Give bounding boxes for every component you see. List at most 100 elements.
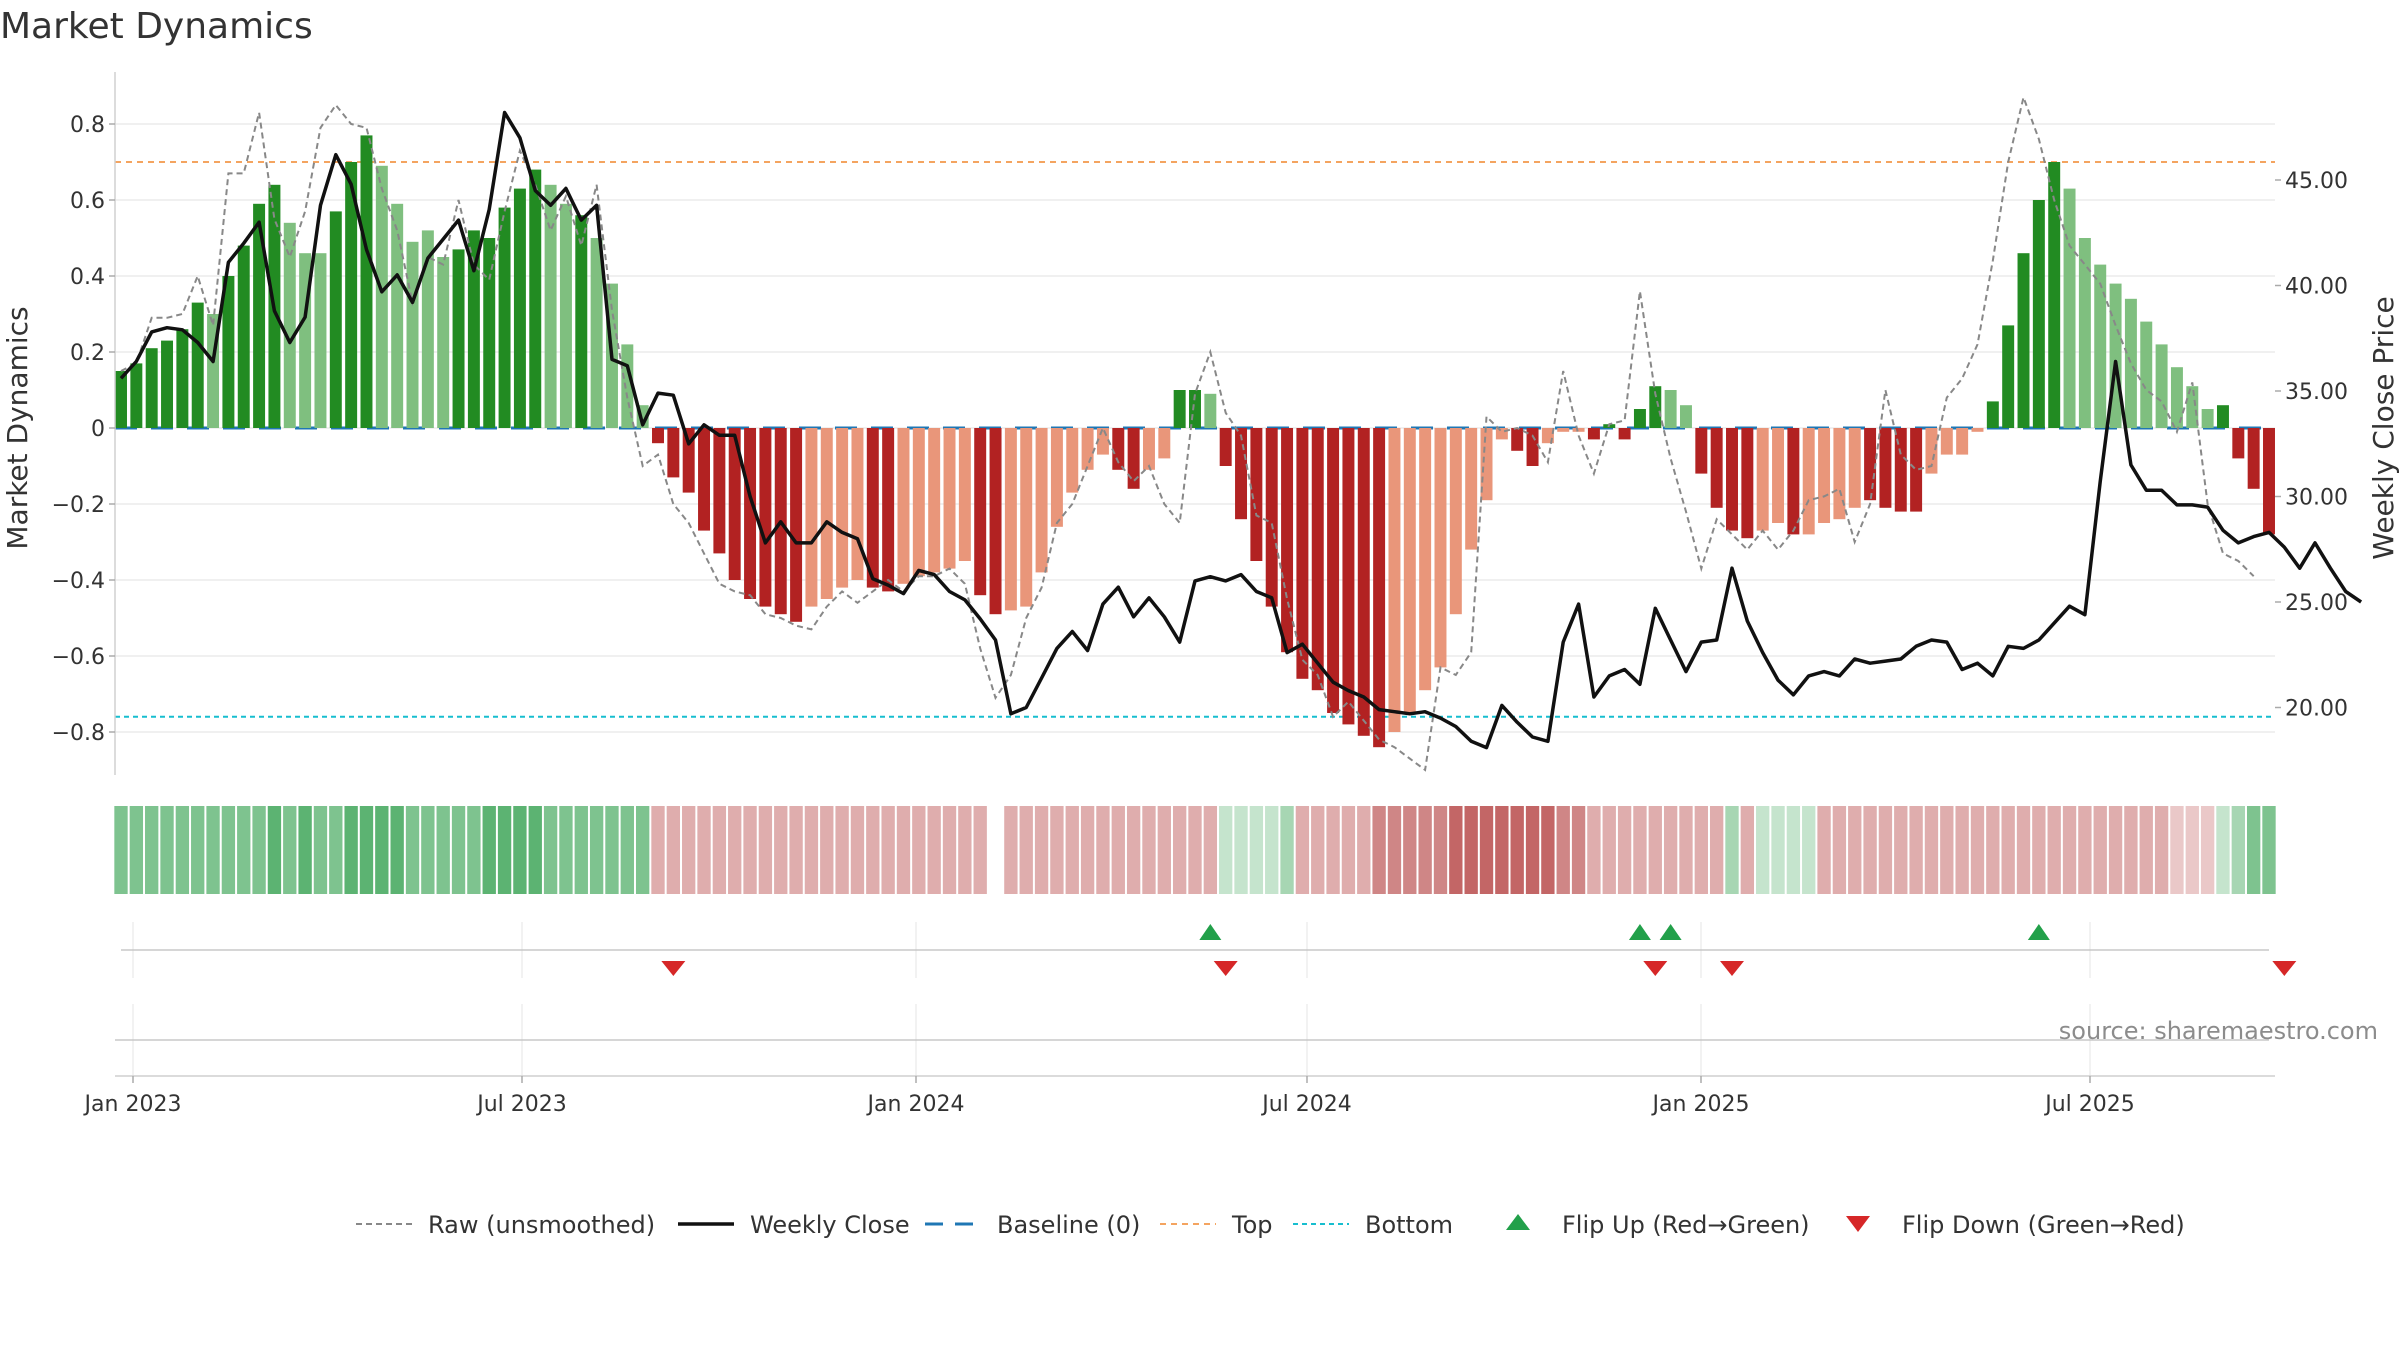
heat-cell bbox=[2246, 806, 2261, 894]
source-note: source: sharemaestro.com bbox=[2059, 1017, 2378, 1045]
heat-cell bbox=[1034, 806, 1049, 894]
dynamics-bar bbox=[1664, 390, 1677, 428]
heat-cell bbox=[1786, 806, 1801, 894]
dynamics-bar bbox=[2048, 162, 2061, 428]
heat-cell bbox=[1571, 806, 1586, 894]
legend-item-close: Weekly Close bbox=[678, 1211, 910, 1239]
dynamics-bar bbox=[912, 428, 925, 577]
dynamics-bar bbox=[1050, 428, 1063, 527]
dynamics-bar bbox=[636, 405, 649, 428]
legend-label: Flip Up (Red→Green) bbox=[1562, 1211, 1810, 1239]
legend-item-flip-up: Flip Up (Red→Green) bbox=[1506, 1211, 1810, 1239]
dynamics-bar bbox=[2109, 283, 2122, 428]
heat-cell bbox=[1909, 806, 1923, 894]
heat-cell bbox=[1756, 806, 1770, 894]
heat-cell bbox=[605, 806, 619, 894]
dynamics-bar bbox=[222, 276, 235, 428]
dynamics-bar bbox=[667, 428, 680, 478]
dynamics-bar bbox=[391, 203, 404, 428]
heat-cell bbox=[1970, 806, 1985, 894]
y2-tick-label: 25.00 bbox=[2285, 591, 2348, 616]
y-tick-label: 0.8 bbox=[70, 113, 105, 138]
dynamics-bar bbox=[928, 428, 941, 573]
dynamics-bar bbox=[958, 428, 971, 561]
dynamics-bar bbox=[1281, 428, 1294, 653]
y-axis-label: Market Dynamics bbox=[1, 306, 34, 549]
dynamics-bar bbox=[1956, 428, 1969, 455]
dynamics-bar bbox=[1480, 428, 1493, 501]
dynamics-bar bbox=[882, 428, 895, 592]
heat-cell bbox=[1142, 806, 1156, 894]
heat-cell bbox=[375, 806, 389, 894]
heat-cell bbox=[1357, 806, 1371, 894]
dynamics-bar bbox=[1189, 390, 1201, 428]
heat-cell bbox=[1433, 806, 1448, 894]
heat-cell bbox=[682, 806, 696, 894]
price-lines bbox=[119, 93, 2363, 772]
heat-cell bbox=[1219, 806, 1233, 894]
dynamics-bar bbox=[1879, 428, 1892, 508]
flip-down-marker bbox=[2272, 961, 2297, 976]
dynamics-bar bbox=[1004, 428, 1017, 611]
dynamics-bar bbox=[559, 203, 572, 428]
heat-cell bbox=[896, 806, 911, 894]
heat-cell bbox=[2124, 806, 2138, 894]
heat-cell bbox=[1602, 806, 1616, 894]
dynamics-bar bbox=[191, 302, 204, 428]
y2-tick-label: 40.00 bbox=[2285, 275, 2348, 300]
heat-cell bbox=[2093, 806, 2107, 894]
heat-cell bbox=[1924, 806, 1939, 894]
y2-tick-label: 30.00 bbox=[2285, 486, 2348, 511]
y-tick-label: −0.6 bbox=[52, 645, 105, 670]
dynamics-bar bbox=[820, 428, 833, 599]
heat-cell bbox=[1479, 806, 1494, 894]
dynamics-bar bbox=[2002, 325, 2015, 428]
heat-cell bbox=[1249, 806, 1264, 894]
flip-down-marker bbox=[661, 961, 686, 976]
dynamics-bar bbox=[1142, 428, 1155, 470]
x-axis: Jan 2023 Jul 2023 Jan 2024 Jul 2024 Jan 2025… bbox=[83, 1075, 2275, 1117]
heat-cell bbox=[129, 806, 144, 894]
heat-cell bbox=[1311, 806, 1325, 894]
x-tick-label: Jul 2025 bbox=[2043, 1092, 2135, 1117]
dynamics-bars bbox=[115, 135, 2275, 748]
dynamics-bar bbox=[299, 253, 312, 428]
dynamics-bar bbox=[483, 238, 496, 428]
flip-markers bbox=[115, 922, 2297, 1076]
dynamics-bar bbox=[698, 428, 711, 531]
dynamics-bar bbox=[1864, 428, 1877, 501]
dynamics-bar bbox=[2140, 321, 2153, 428]
heat-cell bbox=[1709, 806, 1724, 894]
dynamics-bar bbox=[130, 363, 143, 428]
x-tick-label: Jan 2024 bbox=[866, 1092, 965, 1117]
heat-cell bbox=[175, 806, 190, 894]
dynamics-bar bbox=[1726, 428, 1738, 531]
heat-cell bbox=[1234, 806, 1248, 894]
dynamics-bar bbox=[1940, 428, 1953, 455]
dynamics-bar bbox=[1802, 428, 1815, 535]
heat-cell bbox=[237, 806, 251, 894]
heat-cell bbox=[1172, 806, 1187, 894]
dynamics-bar bbox=[345, 162, 358, 428]
dynamics-bar bbox=[590, 238, 603, 428]
dynamics-bar bbox=[1787, 428, 1800, 535]
dynamics-bar bbox=[652, 428, 664, 444]
dynamics-bar bbox=[1112, 428, 1125, 470]
dynamics-bar bbox=[805, 428, 818, 607]
dynamics-bar bbox=[2263, 428, 2275, 535]
dynamics-bar bbox=[943, 428, 956, 569]
dynamics-bar bbox=[1250, 428, 1263, 561]
heat-cell bbox=[160, 806, 174, 894]
dynamics-bar bbox=[1265, 428, 1278, 607]
heat-cell bbox=[1510, 806, 1524, 894]
dynamics-bar bbox=[1557, 428, 1570, 432]
heat-cell bbox=[728, 806, 742, 894]
dynamics-bar bbox=[1772, 428, 1785, 523]
heat-cell bbox=[191, 806, 205, 894]
heat-cell bbox=[1894, 806, 1908, 894]
heat-cell bbox=[927, 806, 941, 894]
heat-cell bbox=[881, 806, 895, 894]
heat-cell bbox=[298, 806, 312, 894]
heat-cell bbox=[1341, 806, 1356, 894]
